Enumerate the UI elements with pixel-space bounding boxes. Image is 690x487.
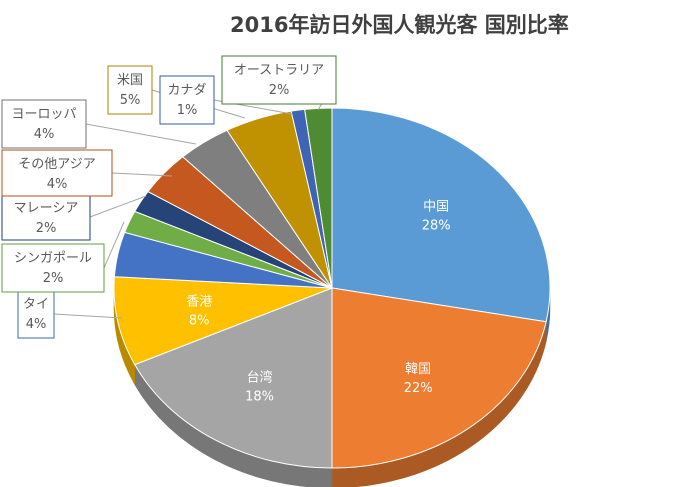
slice-12-label-box [221,55,337,105]
slice-12-name: オーストラリア [234,63,324,78]
slice-8-leader-line [111,172,173,177]
slice-9-leader-line [85,123,197,145]
slice-11-percent: 1% [177,103,198,118]
slice-5-label: タイ 4% [17,289,55,339]
slice-1-label: 中国 28% [422,200,451,234]
pie-slices [113,107,551,469]
slice-3-name: 台湾 [247,369,273,385]
slice-7-label: マレーシア 2% [1,193,91,241]
slice-4-name: 香港 [186,295,212,310]
slice-12-top [304,107,333,289]
slice-1-name: 中国 [423,200,449,215]
slice-9-name: ヨーロッパ [11,107,76,122]
slice-7-label-box [1,193,91,241]
slice-7-name: マレーシア [14,201,79,216]
slice-3-top [134,287,333,469]
slice-10-label-box [107,65,153,115]
slice-11-name: カナダ [167,83,206,98]
slice-6-label-box [1,243,105,293]
slice-11-label: カナダ 1% [159,75,215,125]
slice-11-label-box [159,75,215,125]
slice-2-label: 韓国 22% [404,362,433,396]
chart-title: 2016年訪日外国人観光客 国別比率 [230,13,569,37]
slice-3-percent: 18% [245,389,274,404]
slice-2-top [331,287,547,469]
slice-12-percent: 2% [269,83,290,98]
slice-8-label: その他アジア 4% [1,149,113,197]
slice-10-percent: 5% [120,93,141,108]
slice-labels: 中国 28% 韓国 22% 台湾 18% 香港 8% タイ 4% シンガポール 2% マレーシア 2% その… [1,55,451,404]
slice-2-percent: 22% [404,381,433,396]
slice-7-leader-line [89,195,147,218]
slice-9-percent: 4% [34,127,55,142]
slice-6-label: シンガポール 2% [1,243,105,293]
slice-6-percent: 2% [43,271,64,286]
slice-8-label-box [1,149,113,197]
slice-12-label: オーストラリア 2% [221,55,337,105]
slice-9-label: ヨーロッパ 4% [1,99,87,149]
slice-4-top [113,276,333,366]
slice-8-percent: 4% [47,177,68,192]
slice-5-leader-line [53,313,123,319]
slice-6-name: シンガポール [14,251,92,266]
slice-4-label: 香港 8% [186,295,212,329]
slice-9-label-box [1,99,87,149]
slice-10-label: 米国 5% [107,65,153,115]
slice-10-name: 米国 [117,73,143,88]
slice-1-top [331,107,551,323]
slice-4-percent: 8% [189,314,210,329]
slice-8-name: その他アジア [18,157,95,172]
slice-6-leader-line [103,221,125,269]
slice-2-name: 韓国 [405,362,431,377]
slice-3-label: 台湾 18% [245,369,274,404]
slice-1-percent: 28% [422,219,451,234]
slice-7-percent: 2% [36,221,57,236]
slice-5-percent: 4% [26,317,47,332]
slice-5-name: タイ [23,297,49,312]
